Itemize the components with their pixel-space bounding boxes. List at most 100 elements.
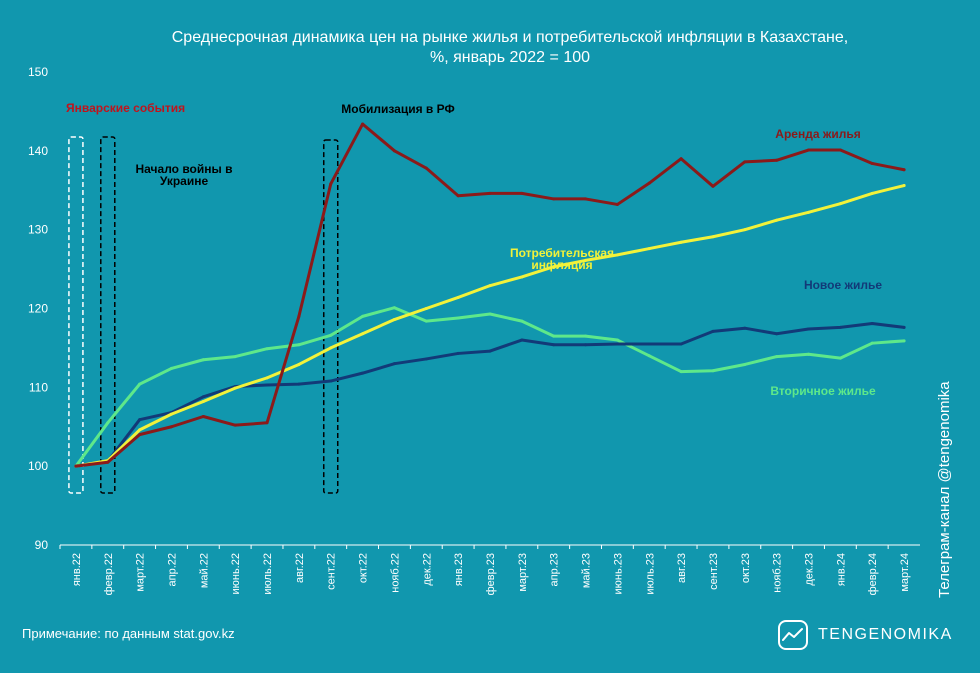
series-label: Новое жилье <box>804 278 882 292</box>
data-point <box>106 460 110 464</box>
data-point <box>520 319 524 323</box>
data-point <box>807 327 811 331</box>
data-point <box>838 148 842 152</box>
data-point <box>743 326 747 330</box>
data-point <box>902 339 906 343</box>
series-label: Аренда жилья <box>775 127 860 141</box>
x-tick-label: окт.22 <box>358 553 370 583</box>
data-point <box>74 464 78 468</box>
y-tick-label: 150 <box>28 65 48 79</box>
event-label: Начало войны в <box>136 162 233 176</box>
data-point <box>870 161 874 165</box>
data-point <box>679 157 683 161</box>
data-point <box>647 342 651 346</box>
data-point <box>265 383 269 387</box>
data-point <box>552 334 556 338</box>
data-point <box>201 358 205 362</box>
data-point <box>201 400 205 404</box>
x-tick-label: февр.23 <box>485 553 497 595</box>
data-point <box>392 318 396 322</box>
data-point <box>138 382 142 386</box>
series-label: инфляция <box>531 258 592 272</box>
data-point <box>743 160 747 164</box>
data-point <box>424 166 428 170</box>
y-tick-label: 110 <box>29 380 48 394</box>
data-point <box>488 191 492 195</box>
y-tick-label: 100 <box>28 459 48 473</box>
data-point <box>233 386 237 390</box>
data-point <box>265 421 269 425</box>
data-point <box>201 415 205 419</box>
data-point <box>361 314 365 318</box>
x-tick-label: апр.22 <box>166 553 178 586</box>
data-point <box>870 321 874 325</box>
x-tick-label: март.22 <box>135 553 147 592</box>
data-point <box>361 371 365 375</box>
data-point <box>807 352 811 356</box>
series-label: Вторичное жилье <box>770 384 876 398</box>
x-tick-label: дек.22 <box>421 553 433 586</box>
data-point <box>902 168 906 172</box>
x-tick-label: июнь.22 <box>230 553 242 595</box>
x-tick-label: нояб.23 <box>772 553 784 593</box>
x-tick-label: окт.23 <box>740 553 752 583</box>
data-point <box>488 349 492 353</box>
data-point <box>233 355 237 359</box>
data-point <box>711 369 715 373</box>
data-point <box>647 181 651 185</box>
data-point <box>775 218 779 222</box>
data-point <box>424 307 428 310</box>
series-label: Потребительская <box>510 246 614 260</box>
telegram-credit: Телеграм-канал @tengenomika <box>936 381 953 598</box>
data-point <box>329 379 333 383</box>
data-point <box>584 258 588 262</box>
event-label: Украине <box>160 174 209 188</box>
data-point <box>807 210 811 214</box>
event-box <box>68 136 84 494</box>
data-point <box>838 202 842 206</box>
data-point <box>456 194 460 198</box>
y-tick-label: 130 <box>28 223 48 237</box>
data-point <box>392 306 396 310</box>
data-point <box>552 265 556 269</box>
data-point <box>297 382 301 386</box>
footnote: Примечание: по данным stat.gov.kz <box>22 626 235 641</box>
data-point <box>233 423 237 427</box>
brand-logo-block: TENGENOMIKA <box>778 620 953 650</box>
data-point <box>615 202 619 206</box>
data-point <box>138 428 142 432</box>
data-point <box>488 312 492 316</box>
chart-subtitle: %, январь 2022 = 100 <box>430 49 590 66</box>
data-point <box>679 342 683 346</box>
data-point <box>743 362 747 366</box>
data-point <box>679 370 683 374</box>
x-tick-label: май.23 <box>581 553 593 588</box>
data-point <box>201 395 205 399</box>
data-point <box>870 341 874 345</box>
data-point <box>169 425 173 429</box>
data-point <box>711 329 715 333</box>
data-point <box>456 295 460 299</box>
data-point <box>138 433 142 437</box>
chart-title: Среднесрочная динамика цен на рынке жиль… <box>172 29 848 46</box>
data-point <box>297 314 301 318</box>
y-tick-label: 140 <box>28 144 48 158</box>
data-point <box>584 197 588 201</box>
event-label: Январские события <box>66 101 185 115</box>
x-tick-label: янв.24 <box>835 553 847 586</box>
data-point <box>902 325 906 329</box>
x-tick-label: июль.23 <box>644 553 656 595</box>
data-point <box>138 418 142 422</box>
data-point <box>552 343 556 347</box>
data-point <box>520 338 524 342</box>
x-tick-label: февр.24 <box>867 553 879 595</box>
trend-chart-icon <box>778 620 808 650</box>
x-tick-label: март.23 <box>517 553 529 592</box>
data-point <box>711 184 715 188</box>
x-tick-label: авг.22 <box>294 553 306 583</box>
data-point <box>584 334 588 338</box>
data-point <box>615 253 619 257</box>
data-point <box>775 355 779 359</box>
x-tick-label: март.24 <box>899 553 911 592</box>
